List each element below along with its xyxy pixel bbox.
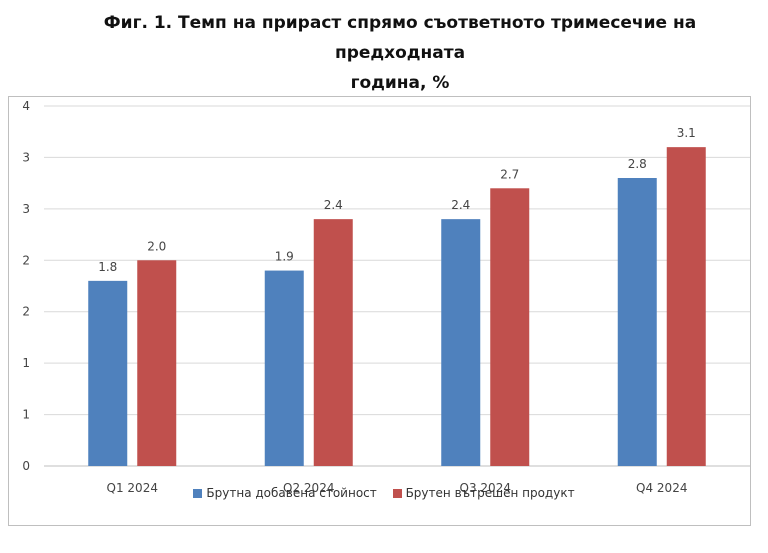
legend: Брутна добавена стойност Брутен вътрешен… [0,486,768,501]
bar-gva-4 [617,178,657,466]
data-label: 2.0 [147,239,166,253]
y-tick-label: 4 [22,99,30,113]
x-tick-label: Q4 2024 [636,481,687,495]
y-tick-label: 1 [22,408,30,422]
chart-title-line1: Фиг. 1. Темп на прираст спрямо съответно… [103,13,697,63]
y-tick-label: 0 [22,459,30,473]
bar-gva-1 [88,280,128,466]
legend-item-gdp: Брутен вътрешен продукт [392,486,575,500]
bar-gdp-4 [666,147,706,466]
data-label: 2.8 [628,157,647,171]
bar-gdp-1 [137,260,177,466]
bar-gdp-3 [490,188,530,467]
legend-label-gdp: Брутен вътрешен продукт [405,486,575,500]
legend-swatch-gdp [392,488,402,498]
chart-title: Фиг. 1. Темп на прираст спрямо съответно… [40,8,760,98]
legend-item-gva: Брутна добавена стойност [193,486,377,500]
data-label: 2.4 [324,198,343,212]
y-tick-label: 2 [22,253,30,267]
data-label: 3.1 [677,126,696,140]
data-label: 1.9 [275,250,294,264]
data-label: 2.7 [500,167,519,181]
bar-gva-3 [441,219,481,466]
y-tick-label: 3 [22,150,30,164]
x-tick-label: Q1 2024 [107,481,158,495]
y-tick-label: 2 [22,305,30,319]
x-tick-label: Q3 2024 [460,481,511,495]
data-label: 2.4 [451,198,470,212]
bar-gva-2 [264,270,304,466]
data-label: 1.8 [98,260,117,274]
y-tick-label: 3 [22,202,30,216]
bar-gdp-2 [313,219,353,466]
x-tick-label: Q2 2024 [283,481,334,495]
chart-title-line2: година, % [350,73,450,93]
legend-label-gva: Брутна добавена стойност [206,486,377,500]
legend-swatch-gva [193,488,203,498]
y-tick-label: 1 [22,356,30,370]
chart-frame [8,96,751,526]
